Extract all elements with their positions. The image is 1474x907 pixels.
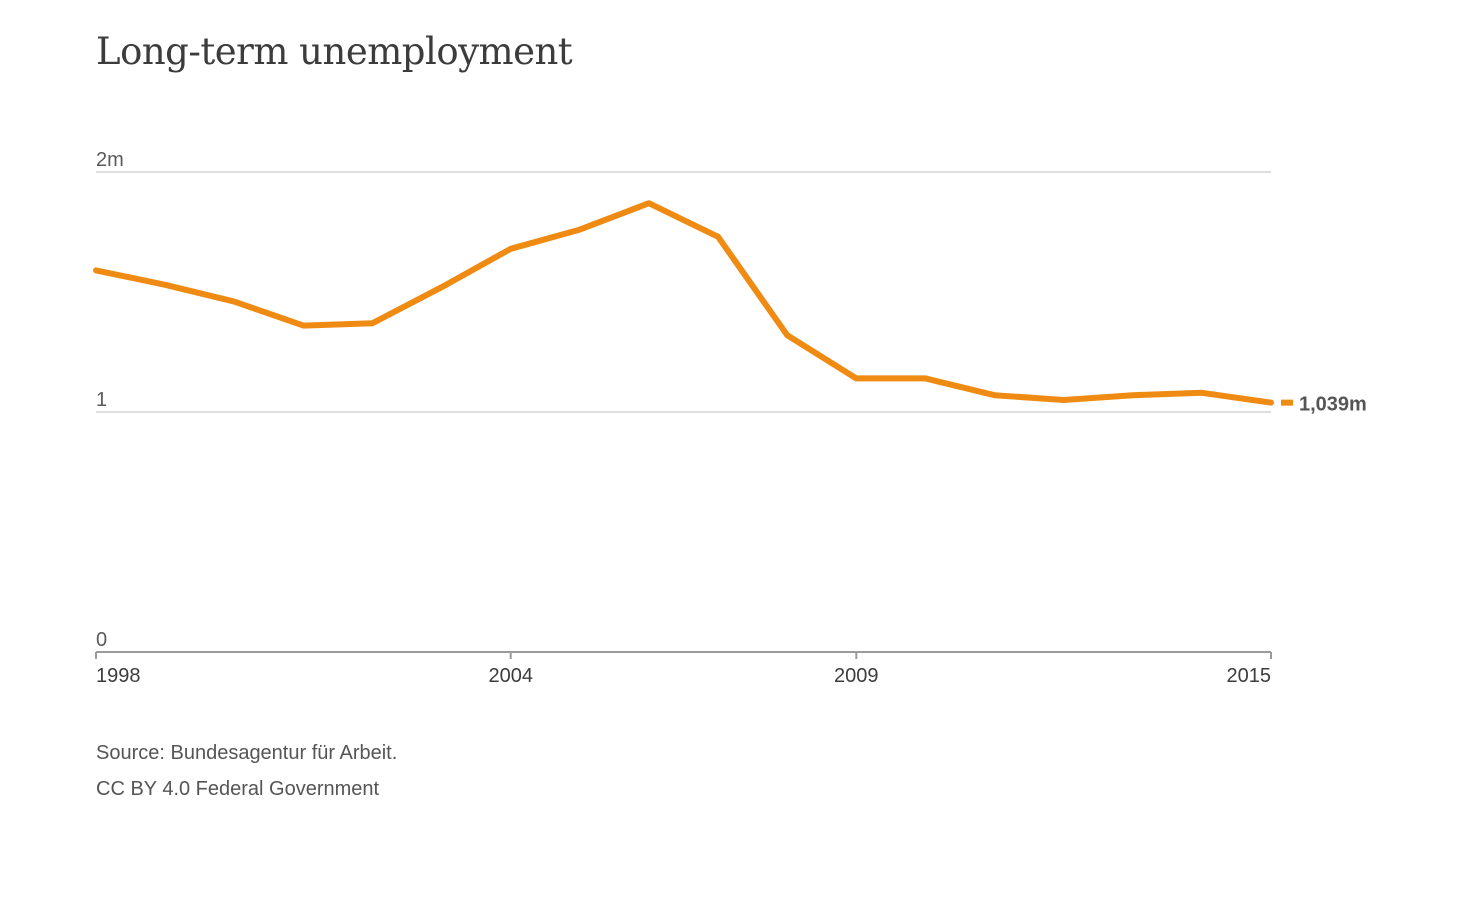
data-point bbox=[1132, 394, 1134, 396]
data-point bbox=[164, 284, 166, 286]
data-point bbox=[233, 301, 235, 303]
chart-footer: Source: Bundesagentur für Arbeit. CC BY … bbox=[96, 735, 397, 807]
y-axis-ticks: 0 1 2m bbox=[96, 149, 124, 651]
data-point bbox=[302, 325, 304, 327]
data-point bbox=[371, 322, 373, 324]
x-tick-label: 2015 bbox=[1227, 665, 1272, 687]
data-point bbox=[1270, 402, 1272, 404]
data-point bbox=[786, 334, 788, 336]
data-point bbox=[1063, 399, 1065, 401]
data-point bbox=[510, 248, 512, 250]
data-point bbox=[855, 377, 857, 379]
series: 1,039m bbox=[93, 200, 1367, 416]
line-chart: 0 1 2m 1998 2004 2009 2015 1,039m bbox=[93, 149, 1367, 687]
data-point bbox=[924, 377, 926, 379]
chart-title: Long-term unemployment bbox=[96, 30, 573, 73]
data-point bbox=[579, 229, 581, 231]
source-note: Source: Bundesagentur für Arbeit. bbox=[96, 742, 398, 764]
gridlines bbox=[96, 171, 1271, 413]
data-point bbox=[994, 394, 996, 396]
data-point bbox=[95, 269, 97, 271]
license-note: CC BY 4.0 Federal Government bbox=[96, 778, 380, 800]
series-line bbox=[93, 200, 1274, 406]
data-point bbox=[717, 236, 719, 238]
y-tick-label: 2m bbox=[96, 149, 124, 171]
x-tick-label: 1998 bbox=[96, 665, 141, 687]
data-point bbox=[648, 202, 650, 204]
y-tick-label: 0 bbox=[96, 629, 107, 651]
x-tick-label: 2009 bbox=[834, 665, 879, 687]
data-point bbox=[441, 286, 443, 288]
x-tick-label: 2004 bbox=[488, 665, 533, 687]
end-value-label: 1,039m bbox=[1299, 394, 1367, 416]
data-point bbox=[1201, 392, 1203, 394]
y-tick-label: 1 bbox=[96, 389, 107, 411]
x-axis-ticks: 1998 2004 2009 2015 bbox=[95, 652, 1272, 687]
